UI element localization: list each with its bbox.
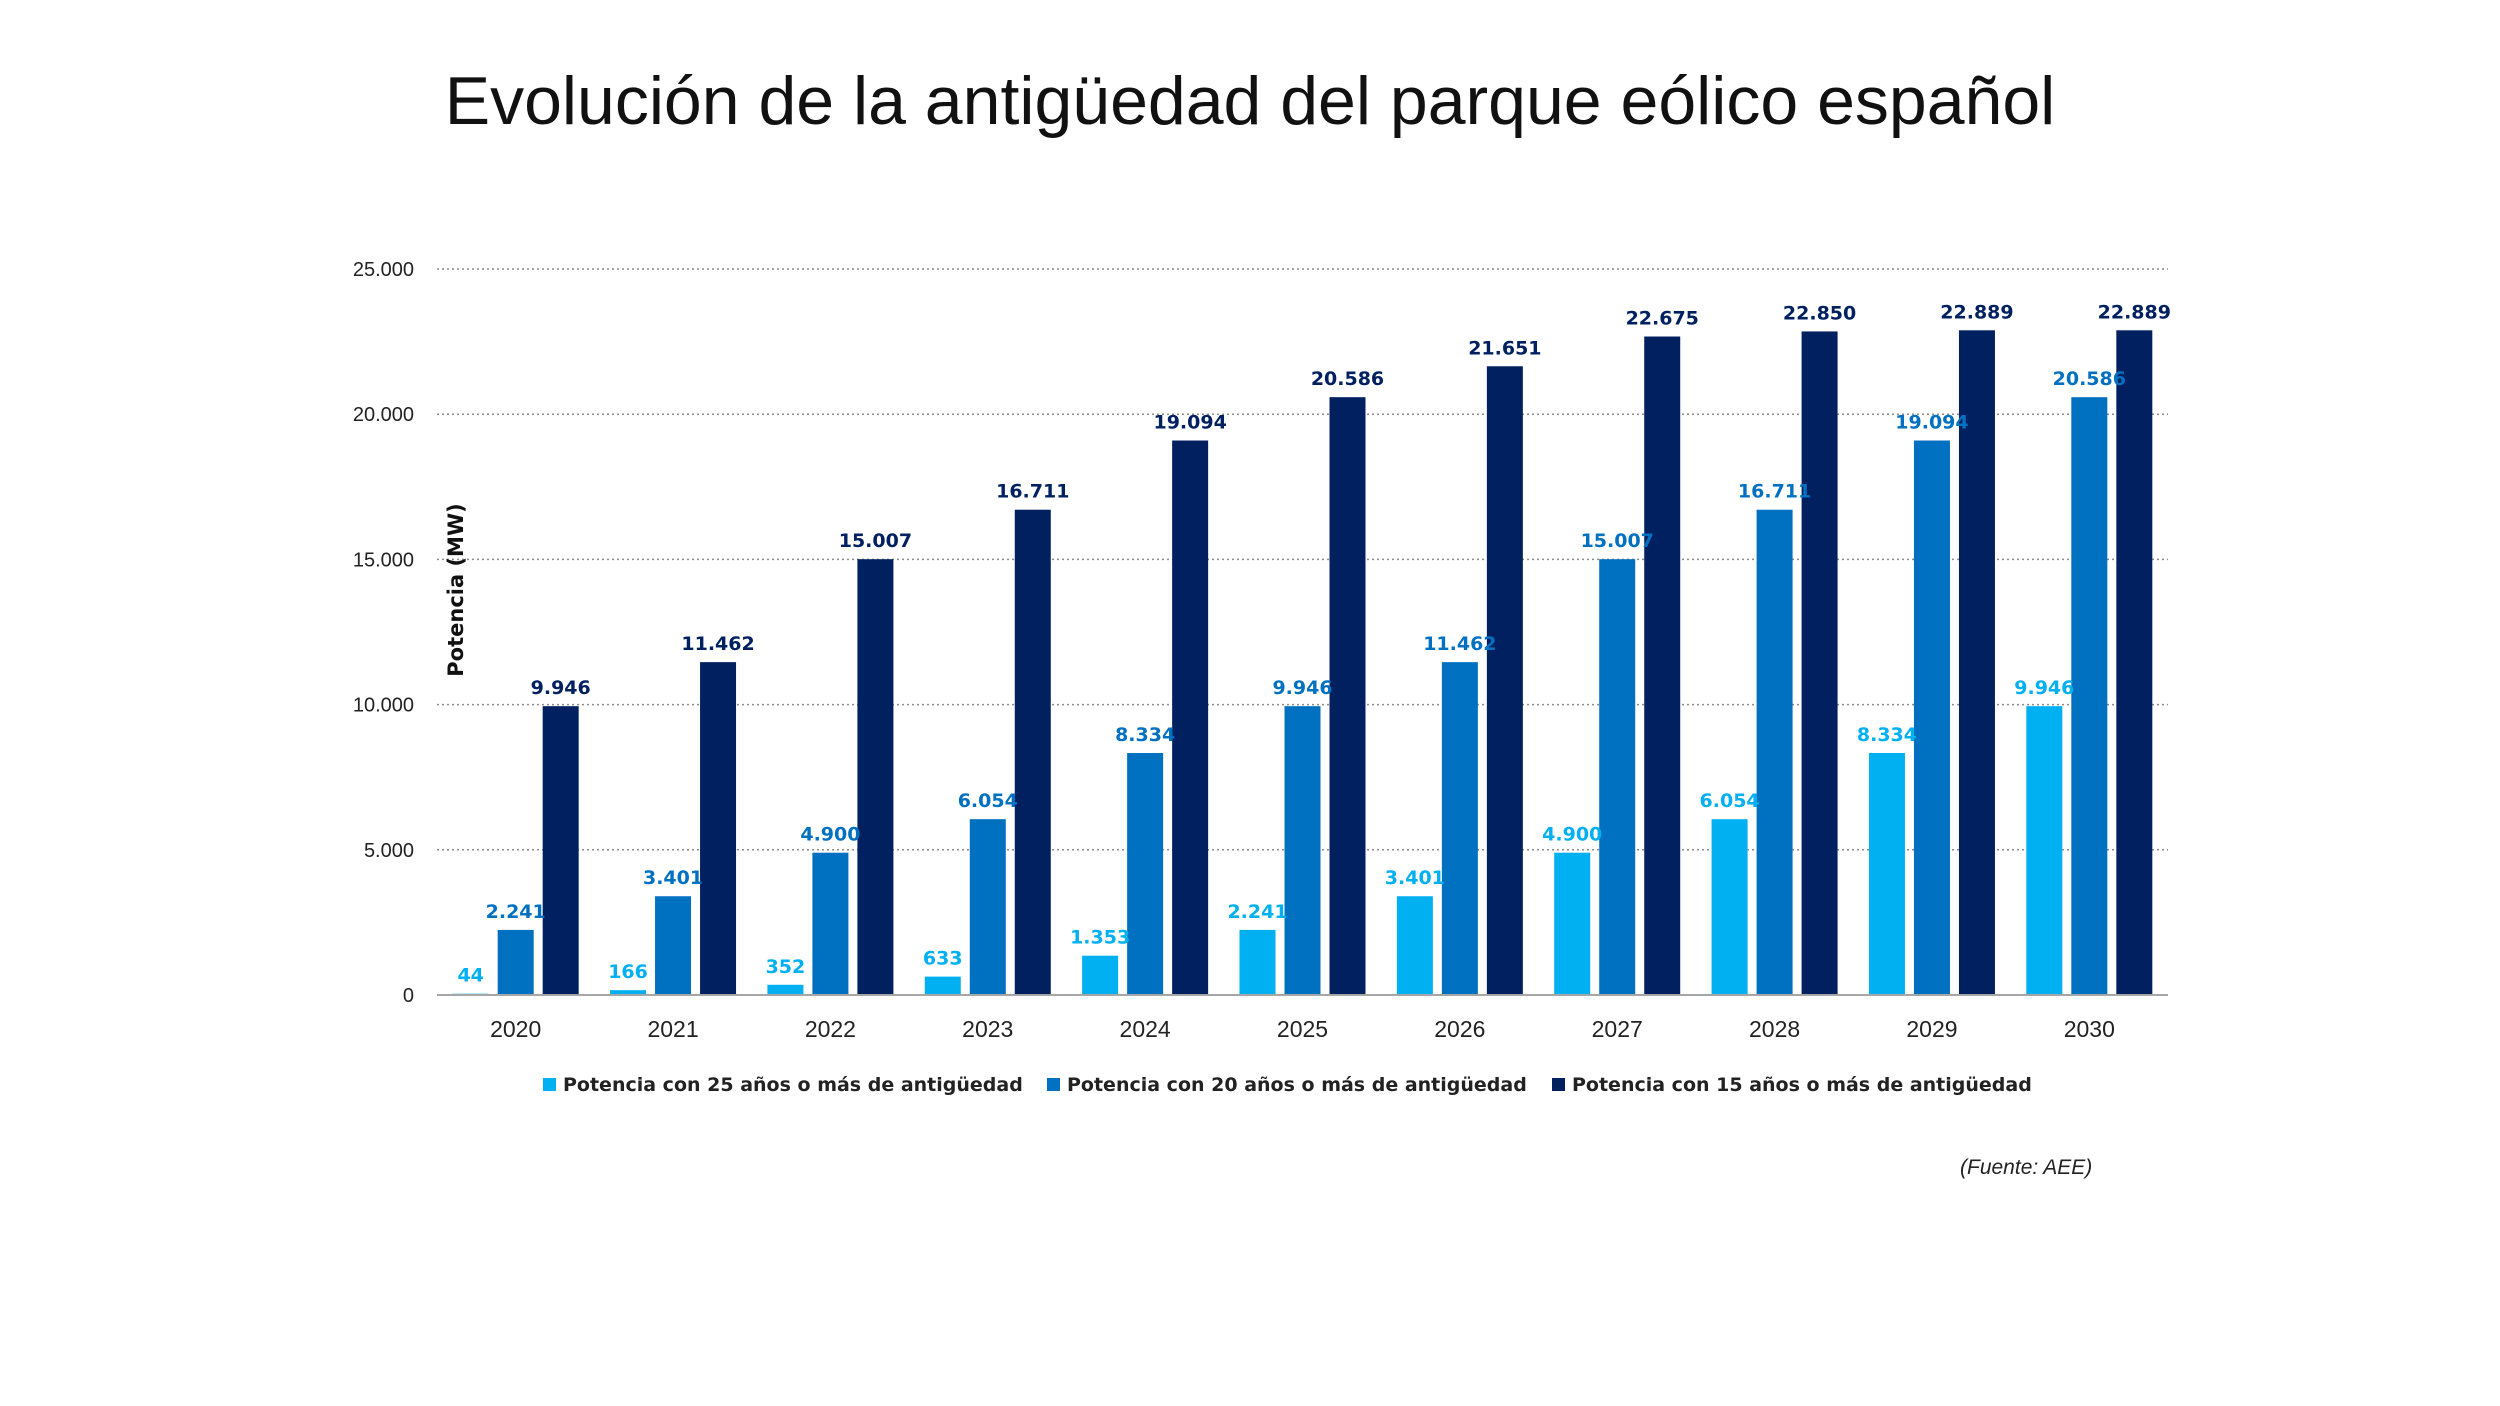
source-note: (Fuente: AEE) [1960,1156,2093,1179]
y-tick-label: 20.000 [353,404,414,426]
x-tick-label: 2027 [1592,1016,1643,1042]
data-label: 16.711 [1738,481,1811,503]
data-label: 8.334 [1857,724,1917,746]
bar-3 [1014,509,1051,995]
bar-3 [1329,397,1366,995]
bar-2 [1913,440,1950,995]
bar-1 [924,976,961,995]
bar-2 [655,896,692,995]
bar-1 [1396,896,1433,995]
bar-3 [2116,330,2153,995]
bar-1 [1711,819,1748,995]
x-tick-label: 2030 [2064,1016,2115,1042]
bar-3 [1958,330,1995,995]
data-label: 9.946 [2014,677,2074,699]
y-tick-label: 10.000 [353,695,414,717]
x-axis: 2020 2021 2022 2023 2024 2025 2026 2027 2028 2029… [437,994,2168,1042]
bar-2 [2071,397,2108,995]
y-tick-label: 15.000 [353,549,414,571]
data-label: 4.900 [1542,824,1602,846]
bar-3 [542,706,579,995]
bar-1 [1239,929,1276,995]
data-label: 633 [923,948,963,970]
legend-label: Potencia con 20 años o más de antigüedad [1067,1074,1527,1096]
data-label: 15.007 [839,530,912,552]
legend-swatch [1552,1078,1565,1091]
bar-1 [1082,955,1119,995]
bar-2 [812,852,849,995]
data-labels: 44 2.241 9.946 166 3.401 11.462 352 4.900 15.007… [457,301,2171,986]
x-tick-label: 2028 [1749,1016,1800,1042]
page-title: Evolución de la antigüedad del parque eó… [444,63,2056,139]
y-tick-label: 25.000 [353,259,414,281]
y-axis: 0 5.000 10.000 15.000 20.000 25.000 [353,259,414,1007]
legend-label: Potencia con 15 años o más de antigüedad [1572,1074,2032,1096]
bar-2 [1599,559,1636,995]
legend: Potencia con 25 años o más de antigüedad… [543,1074,2032,1096]
data-label: 11.462 [681,633,754,655]
data-label: 3.401 [643,867,703,889]
data-label: 6.054 [958,790,1018,812]
data-label: 1.353 [1070,927,1130,949]
data-label: 11.462 [1423,633,1496,655]
bar-3 [1172,440,1209,995]
data-label: 44 [457,965,483,987]
data-label: 3.401 [1385,867,1445,889]
bar-2 [1127,752,1164,995]
legend-label: Potencia con 25 años o más de antigüedad [563,1074,1023,1096]
x-tick-label: 2022 [805,1016,856,1042]
data-label: 19.094 [1895,412,1968,434]
data-label: 352 [766,956,806,978]
bar-1 [1868,752,1905,995]
x-tick-label: 2020 [490,1016,541,1042]
data-label: 16.711 [996,481,1069,503]
data-label: 6.054 [1700,790,1760,812]
data-label: 2.241 [486,901,546,923]
x-tick-label: 2025 [1277,1016,1328,1042]
y-axis-label: Potencia (MW) [444,503,468,676]
data-label: 15.007 [1581,530,1654,552]
bar-3 [700,662,737,995]
data-label: 22.889 [1940,301,2013,323]
bar-2 [497,929,534,995]
data-label: 22.889 [2098,301,2171,323]
bar-2 [1284,706,1321,995]
data-label: 20.586 [1311,368,1384,390]
bar-3 [857,559,894,995]
data-label: 2.241 [1227,901,1287,923]
bars [452,330,2153,995]
bar-3 [1801,331,1838,995]
x-tick-label: 2021 [647,1016,698,1042]
bar-2 [969,819,1006,995]
legend-swatch [543,1078,556,1091]
x-tick-label: 2023 [962,1016,1013,1042]
data-label: 21.651 [1468,337,1541,359]
y-tick-label: 0 [403,985,414,1007]
bar-1 [1554,852,1591,995]
x-tick-label: 2026 [1434,1016,1485,1042]
bar-1 [610,990,647,995]
data-label: 4.900 [800,824,860,846]
data-label: 8.334 [1115,724,1175,746]
bar-1 [2026,706,2063,995]
x-tick-label: 2024 [1120,1016,1171,1042]
bar-3 [1644,336,1681,995]
data-label: 9.946 [531,677,591,699]
data-label: 19.094 [1153,412,1226,434]
data-label: 20.586 [2053,368,2126,390]
bar-3 [1486,366,1523,995]
data-label: 9.946 [1272,677,1332,699]
bar-2 [1756,509,1793,995]
data-label: 22.675 [1626,308,1699,330]
legend-swatch [1047,1078,1060,1091]
x-tick-label: 2029 [1906,1016,1957,1042]
data-label: 166 [608,961,648,983]
data-label: 22.850 [1783,302,1856,324]
bar-1 [767,984,804,995]
bar-2 [1441,662,1478,995]
y-tick-label: 5.000 [364,840,414,862]
